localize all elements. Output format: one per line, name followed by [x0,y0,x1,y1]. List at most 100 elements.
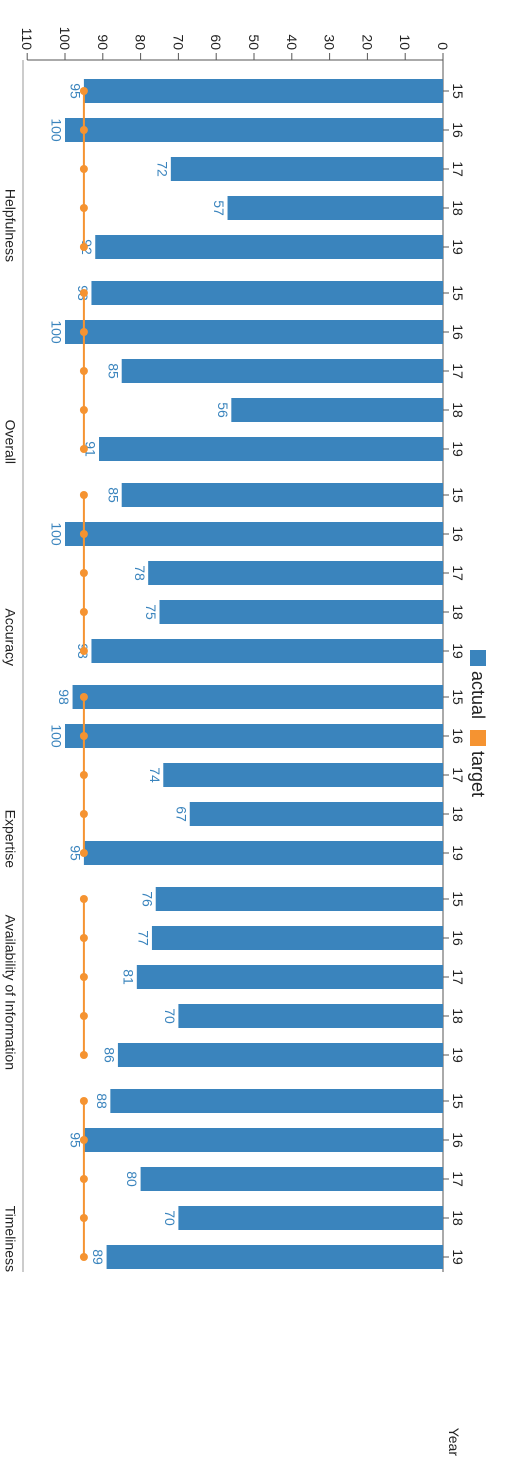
target-point-16 [80,126,88,134]
bar-19 [95,235,443,259]
bar-value-label-18: 75 [143,604,159,620]
legend-label-target: target [468,751,488,797]
category-label-18: 18 [450,604,466,620]
target-point-15 [80,693,88,701]
value-tick-label-20: 20 [359,34,375,50]
bar-17 [163,763,443,787]
category-label-15: 15 [450,285,466,301]
bar-17 [148,561,443,585]
category-label-15: 15 [450,1093,466,1109]
category-label-17: 17 [450,1171,466,1187]
bar-19 [91,639,443,663]
bar-15 [122,483,443,507]
bar-15 [156,887,443,911]
legend-label-actual: actual [468,671,488,719]
bar-16 [84,1128,443,1152]
target-point-17 [80,367,88,375]
panel-helpfulness: Helpfulness951007257921516171819 [3,60,466,262]
bar-value-label-18: 70 [162,1008,178,1024]
bar-18 [228,196,443,220]
target-point-18 [80,406,88,414]
target-point-19 [80,243,88,251]
bar-value-label-17: 72 [154,161,170,177]
x-axis-title: Year [446,1428,462,1457]
value-tick-label-40: 40 [284,34,300,50]
target-point-17 [80,569,88,577]
target-point-15 [80,895,88,903]
target-point-15 [80,289,88,297]
bar-value-label-18: 67 [173,806,189,822]
target-point-15 [80,1097,88,1105]
bar-17 [122,359,443,383]
target-point-16 [80,934,88,942]
value-tick-label-110: 110 [19,28,35,51]
bar-15 [73,685,443,709]
bar-value-label-17: 85 [105,363,121,379]
category-label-18: 18 [450,1210,466,1226]
value-tick-label-100: 100 [57,27,73,51]
bar-value-label-17: 78 [132,565,148,581]
bar-15 [84,79,443,103]
target-point-16 [80,328,88,336]
value-tick-label-60: 60 [208,34,224,50]
value-tick-label-0: 0 [435,42,451,50]
target-point-16 [80,1136,88,1144]
panel-overall: Overall931008556911516171819 [3,262,466,464]
bar-value-label-15: 98 [56,689,72,705]
category-label-16: 16 [450,122,466,138]
value-tick-label-80: 80 [133,34,149,50]
panel-availability-of-information: Availability of Information 76 77 81 70 86 15 1… [3,868,466,1070]
bar-value-label-18: 70 [162,1210,178,1226]
category-label-18: 18 [450,806,466,822]
bar-18 [160,600,444,624]
target-point-19 [80,849,88,857]
panel-title: Overall [3,420,19,464]
value-tick-label-90: 90 [95,34,111,50]
value-tick-label-30: 30 [322,34,338,50]
bar-value-label-15: 85 [105,487,121,503]
bar-16 [65,522,443,546]
panel-title: Accuracy [3,608,19,666]
target-point-19 [80,1253,88,1261]
bar-value-label-16: 100 [49,118,65,142]
panel-title: Timeliness [3,1206,19,1272]
category-label-17: 17 [450,161,466,177]
bar-18 [231,398,443,422]
category-label-17: 17 [450,969,466,985]
category-label-19: 19 [450,845,466,861]
category-label-16: 16 [450,1132,466,1148]
bar-value-label-18: 56 [215,402,231,418]
bar-18 [178,1206,443,1230]
value-tick-label-10: 10 [397,34,413,50]
bar-15 [110,1089,443,1113]
bar-value-label-17: 80 [124,1171,140,1187]
category-label-19: 19 [450,643,466,659]
bar-value-label-15: 76 [139,891,155,907]
bar-value-label-16: 100 [49,724,65,748]
bar-value-label-17: 81 [120,969,136,985]
category-label-16: 16 [450,728,466,744]
bar-18 [178,1004,443,1028]
target-point-19 [80,1051,88,1059]
value-tick-label-50: 50 [246,34,262,50]
category-label-17: 17 [450,767,466,783]
legend-swatch-target [470,730,486,746]
target-point-18 [80,608,88,616]
bar-15 [91,281,443,305]
target-point-18 [80,810,88,818]
value-axis: 0 10 20 30 40 50 60 70 80 90 100 110 [19,27,451,60]
bar-value-label-19: 86 [102,1047,118,1063]
target-point-17 [80,165,88,173]
category-label-19: 19 [450,1249,466,1265]
bar-19 [84,841,443,865]
bar-16 [152,926,443,950]
category-label-15: 15 [450,83,466,99]
bar-value-label-16: 100 [49,522,65,546]
category-label-19: 19 [450,441,466,457]
value-tick-label-70: 70 [170,34,186,50]
target-point-18 [80,204,88,212]
panel-title: Expertise [3,810,19,869]
category-label-16: 16 [450,526,466,542]
target-point-19 [80,647,88,655]
